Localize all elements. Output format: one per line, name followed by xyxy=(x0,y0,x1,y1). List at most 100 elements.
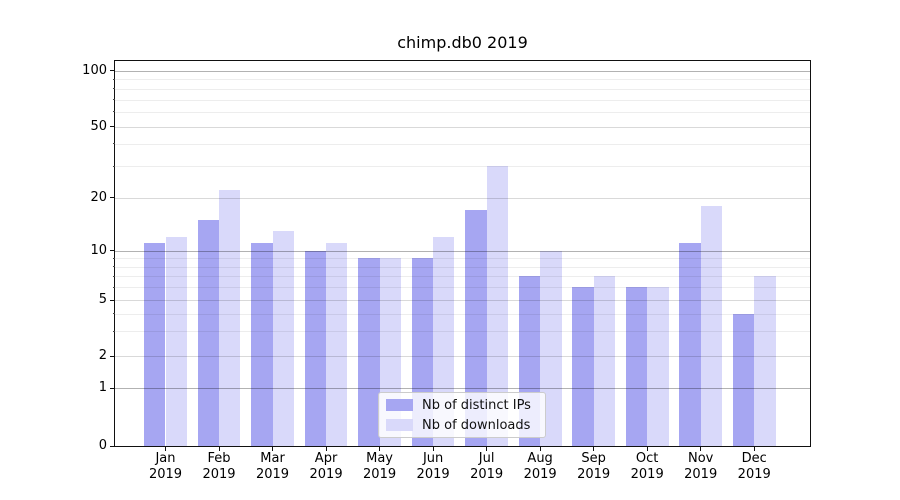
x-tick-label: Jan 2019 xyxy=(134,451,198,483)
bar-downloads xyxy=(647,287,669,446)
gridline xyxy=(115,126,810,128)
bar-downloads xyxy=(272,230,294,446)
y-minor-tick-mark xyxy=(112,257,115,259)
minor-gridline xyxy=(115,331,810,333)
y-minor-tick-mark xyxy=(112,88,115,90)
minor-gridline xyxy=(115,287,810,289)
x-tick-year: 2019 xyxy=(416,467,450,482)
y-tick-mark xyxy=(110,70,114,72)
y-tick-label: 20 xyxy=(90,189,107,205)
major-gridline xyxy=(115,70,810,72)
y-tick-mark xyxy=(110,387,114,390)
bar-distinct-ips xyxy=(465,210,487,446)
x-tick-mark xyxy=(165,447,167,451)
y-tick-mark xyxy=(110,355,114,357)
legend-label: Nb of downloads xyxy=(422,417,531,433)
plot-area xyxy=(114,60,811,447)
x-tick-label: Aug 2019 xyxy=(508,451,572,483)
bar-distinct-ips xyxy=(572,287,594,446)
x-tick-mark xyxy=(700,447,702,451)
x-tick-year: 2019 xyxy=(363,467,397,482)
x-tick-month: Sep xyxy=(581,451,606,466)
bar-downloads xyxy=(326,243,348,446)
y-tick-label: 2 xyxy=(98,348,107,363)
x-tick-year: 2019 xyxy=(577,467,611,482)
y-tick-mark xyxy=(110,126,114,128)
y-minor-tick-mark xyxy=(112,266,115,268)
bar-distinct-ips xyxy=(732,313,755,446)
bar-distinct-ips xyxy=(251,243,273,446)
x-tick-month: Jul xyxy=(478,451,495,466)
x-tick-mark xyxy=(486,447,488,451)
x-tick-mark xyxy=(325,447,327,451)
y-tick-mark xyxy=(110,197,114,199)
x-tick-mark xyxy=(539,447,541,451)
legend-item: Nb of downloads xyxy=(386,417,537,434)
y-minor-tick-mark xyxy=(112,99,115,101)
x-tick-label: Mar 2019 xyxy=(241,451,305,483)
y-tick-label: 50 xyxy=(90,118,107,134)
x-tick-month: Oct xyxy=(635,451,659,466)
y-minor-tick-mark xyxy=(112,165,115,167)
x-tick-label: Oct 2019 xyxy=(615,451,679,483)
minor-gridline xyxy=(115,166,810,168)
x-tick-mark xyxy=(593,447,595,451)
bar-downloads xyxy=(700,205,723,446)
x-tick-month: Nov xyxy=(688,451,714,466)
gridlines-layer xyxy=(115,61,810,446)
major-gridline xyxy=(115,388,810,390)
x-tick-year: 2019 xyxy=(684,467,718,482)
y-tick-label: 1 xyxy=(98,380,107,396)
x-tick-month: Apr xyxy=(314,451,338,466)
bar-distinct-ips xyxy=(625,287,648,446)
x-tick-year: 2019 xyxy=(470,467,504,482)
minor-gridline xyxy=(115,88,810,90)
y-minor-tick-mark xyxy=(112,143,115,145)
minor-gridline xyxy=(115,111,810,113)
bar-downloads xyxy=(219,190,241,446)
bars-layer xyxy=(115,61,810,446)
legend-label: Nb of distinct IPs xyxy=(422,397,531,413)
minor-gridline xyxy=(115,276,810,278)
y-tick-label: 5 xyxy=(98,292,107,308)
bar-distinct-ips xyxy=(358,258,380,446)
x-tick-year: 2019 xyxy=(148,467,183,482)
x-tick-month: May xyxy=(366,451,394,466)
gridline xyxy=(115,356,810,357)
x-tick-month: Jun xyxy=(422,451,444,466)
y-tick-label: 10 xyxy=(90,242,107,258)
y-tick-label: 100 xyxy=(82,62,107,78)
gridline xyxy=(115,197,810,199)
x-tick-mark xyxy=(432,447,434,451)
y-tick-mark xyxy=(110,250,114,252)
x-tick-label: Nov 2019 xyxy=(669,451,733,483)
minor-gridline xyxy=(115,143,810,145)
major-gridline xyxy=(115,250,810,252)
minor-gridline xyxy=(115,266,810,268)
x-tick-year: 2019 xyxy=(523,467,557,482)
bar-downloads xyxy=(165,236,187,446)
bar-downloads xyxy=(593,276,616,446)
x-tick-year: 2019 xyxy=(309,467,343,482)
x-tick-month: Jan xyxy=(155,451,176,466)
x-tick-label: Dec 2019 xyxy=(722,451,786,483)
bar-downloads xyxy=(754,276,776,446)
x-tick-mark xyxy=(379,447,381,451)
x-tick-month: Dec xyxy=(741,451,767,466)
bar-distinct-ips xyxy=(679,243,701,446)
legend: Nb of distinct IPs Nb of downloads xyxy=(378,392,546,438)
bar-distinct-ips xyxy=(197,219,219,446)
y-minor-tick-mark xyxy=(112,330,115,332)
y-minor-tick-mark xyxy=(112,275,115,277)
bar-downloads xyxy=(486,166,508,446)
x-tick-year: 2019 xyxy=(202,467,236,482)
x-tick-label: Feb 2019 xyxy=(187,451,251,483)
chart-title: chimp.db0 2019 xyxy=(397,33,528,52)
legend-swatch xyxy=(386,399,413,411)
minor-gridline xyxy=(115,99,810,101)
x-tick-mark xyxy=(753,447,756,451)
x-tick-year: 2019 xyxy=(630,467,664,482)
x-tick-label: May 2019 xyxy=(348,451,412,483)
x-tick-mark xyxy=(646,447,648,451)
x-tick-label: Apr 2019 xyxy=(294,451,358,483)
